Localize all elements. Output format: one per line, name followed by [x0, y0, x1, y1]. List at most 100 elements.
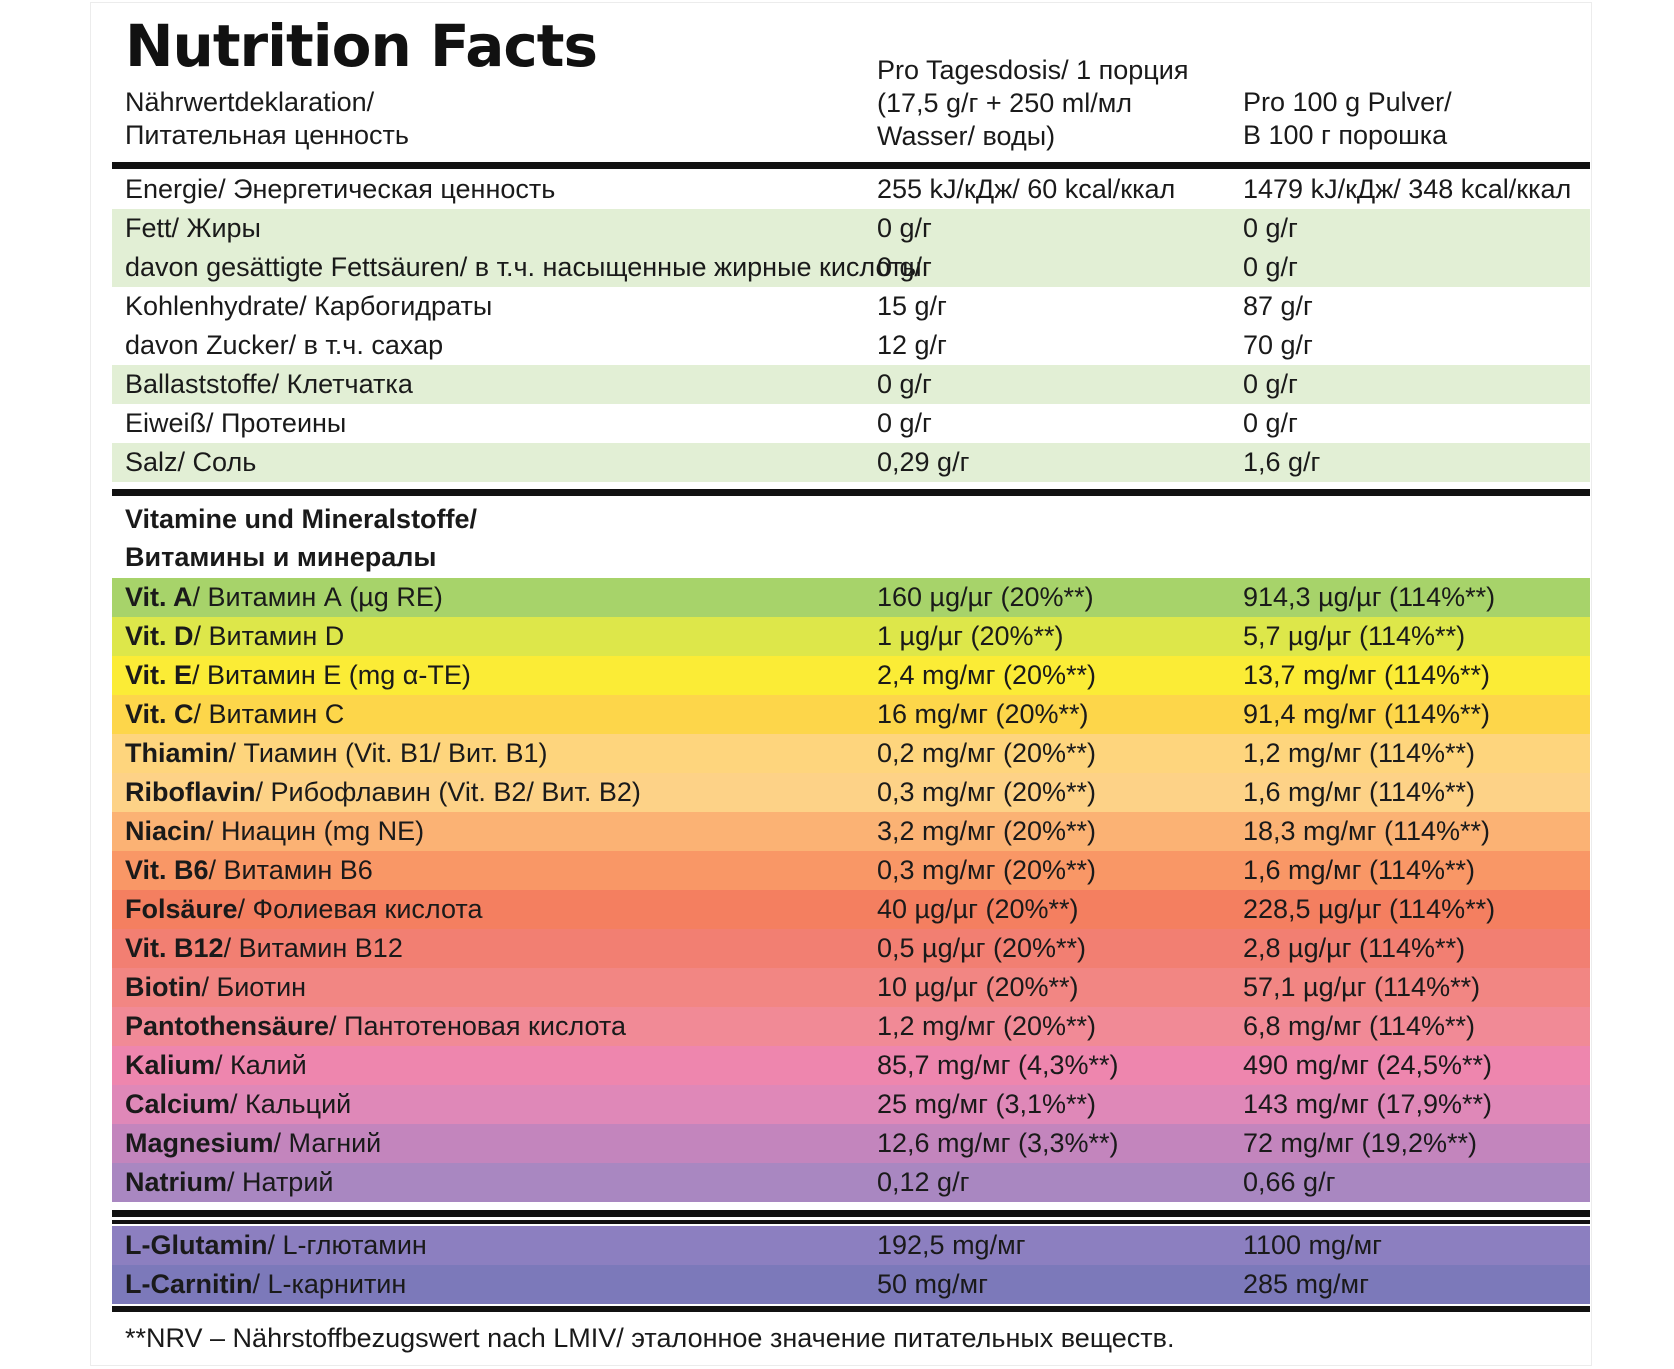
nutrient-label: Vit. B12/ Витамин В12 — [125, 929, 403, 968]
nutrient-name-translation: / Натрий — [227, 1167, 334, 1197]
footnote: **NRV – Nährstoffbezugswert nach LMIV/ э… — [125, 1323, 1175, 1353]
nutrient-per-serving: 25 mg/мг (3,1%**) — [877, 1089, 1096, 1119]
nutrient-per-100g: 285 mg/мг — [1243, 1269, 1369, 1299]
table-row: L-Carnitin/ L-карнитин 50 mg/мг 285 mg/мг — [112, 1265, 1590, 1304]
nutrient-per-serving: 0 g/г — [877, 252, 932, 282]
nutrient-per-100g: 0 g/г — [1243, 369, 1298, 399]
nutrient-name-translation: / Рибофлавин (Vit. B2/ Вит. B2) — [255, 777, 641, 807]
table-row-carbohydrates: Kohlenhydrate/ Карбогидраты 15 g/г 87 g/… — [112, 287, 1590, 326]
header-label-line1: Nährwertdeklaration/ — [125, 87, 375, 117]
nutrient-per-serving: 1,2 mg/мг (20%**) — [877, 1011, 1096, 1041]
table-row-energy: Energie/ Энергетическая ценность 255 kJ/… — [112, 170, 1590, 209]
nutrient-label: Vit. E/ Витамин Е (mg α-TE) — [125, 656, 471, 695]
nutrient-per-serving: 15 g/г — [877, 291, 947, 321]
nutrient-name-translation: / Калий — [215, 1050, 307, 1080]
nutrient-per-serving: 0,2 mg/мг (20%**) — [877, 738, 1096, 768]
nutrient-label: Vit. C/ Витамин С — [125, 695, 344, 734]
table-row: Kalium/ Калий 85,7 mg/мг (4,3%**) 490 mg/м… — [112, 1046, 1590, 1085]
nutrient-name-bold: L-Glutamin — [125, 1230, 268, 1260]
nutrient-per-serving: 0,5 µg/µг (20%**) — [877, 933, 1087, 963]
nutrient-per-serving: 0 g/г — [877, 369, 932, 399]
nutrient-label: Energie/ Энергетическая ценность — [125, 174, 556, 204]
table-row: Riboflavin/ Рибофлавин (Vit. B2/ Вит. B2… — [112, 773, 1590, 812]
nutrient-name-bold: Calcium — [125, 1089, 231, 1119]
nutrient-per-100g: 1,2 mg/мг (114%**) — [1243, 738, 1476, 768]
header-per-serving: Pro Tagesdosis/ 1 порция (17,5 g/г + 250… — [877, 54, 1188, 153]
nutrient-name-bold: Vit. B12 — [125, 933, 224, 963]
table-row-salt: Salz/ Соль 0,29 g/г 1,6 g/г — [112, 443, 1590, 482]
nutrient-per-100g: 1,6 g/г — [1243, 447, 1321, 477]
divider-rule — [112, 1210, 1590, 1217]
nutrient-per-100g: 914,3 µg/µг (114%**) — [1243, 582, 1496, 612]
nutrient-label: Folsäure/ Фолиевая кислота — [125, 890, 483, 929]
nutrient-per-serving: 3,2 mg/мг (20%**) — [877, 816, 1096, 846]
table-row: Magnesium/ Магний 12,6 mg/мг (3,3%**) 72 m… — [112, 1124, 1590, 1163]
nutrient-per-100g: 490 mg/мг (24,5%**) — [1243, 1050, 1493, 1080]
nutrient-per-serving: 50 mg/мг — [877, 1269, 988, 1299]
nutrient-label: Thiamin/ Тиамин (Vit. B1/ Вит. B1) — [125, 734, 548, 773]
nutrient-label: Ballaststoffe/ Клетчатка — [125, 369, 413, 399]
nutrient-per-100g: 18,3 mg/мг (114%**) — [1243, 816, 1491, 846]
nutrient-per-100g: 1,6 mg/мг (114%**) — [1243, 777, 1476, 807]
nutrient-label: Vit. D/ Витамин D — [125, 617, 344, 656]
table-row: Natrium/ Натрий 0,12 g/г 0,66 g/г — [112, 1163, 1590, 1202]
table-row: Folsäure/ Фолиевая кислота 40 µg/µг (20%*… — [112, 890, 1590, 929]
table-row: Vit. B12/ Витамин В12 0,5 µg/µг (20%**) 2,… — [112, 929, 1590, 968]
divider-rule — [112, 489, 1590, 496]
nutrient-per-serving: 192,5 mg/мг — [877, 1230, 1026, 1260]
nutrient-name-translation: / Витамин Е (mg α-TE) — [192, 660, 471, 690]
header-per-serving-line3: Wasser/ воды) — [877, 121, 1056, 151]
nutrient-name-translation: / Биотин — [201, 972, 307, 1002]
nutrient-name-translation: / Витамин С — [193, 699, 345, 729]
nutrient-label: Calcium/ Кальций — [125, 1085, 351, 1124]
divider-rule-thin — [112, 1220, 1590, 1224]
table-row: Niacin/ Ниацин (mg NE) 3,2 mg/мг (20%**) 1… — [112, 812, 1590, 851]
nutrient-per-100g: 228,5 µg/µг (114%**) — [1243, 894, 1496, 924]
nutrient-name-bold: Pantothensäure — [125, 1011, 330, 1041]
header-label: Nährwertdeklaration/ Питательная ценност… — [125, 86, 409, 152]
vitamins-title-line2: Витамины и минералы — [125, 542, 437, 572]
nutrient-name-bold: Vit. D — [125, 621, 194, 651]
nutrient-per-serving: 10 µg/µг (20%**) — [877, 972, 1079, 1002]
nutrient-label: Kohlenhydrate/ Карбогидраты — [125, 291, 493, 321]
nutrient-name-translation: / Витамин А (µg RE) — [192, 582, 443, 612]
nutrient-label: Natrium/ Натрий — [125, 1163, 334, 1202]
nutrient-name-translation: / Фолиевая кислота — [237, 894, 483, 924]
nutrient-per-100g: 70 g/г — [1243, 330, 1313, 360]
nutrient-label: Vit. A/ Витамин А (µg RE) — [125, 578, 443, 617]
nutrient-name-translation: / Витамин D — [193, 621, 345, 651]
table-row-fiber: Ballaststoffe/ Клетчатка 0 g/г 0 g/г — [112, 365, 1590, 404]
nutrient-per-100g: 6,8 mg/мг (114%**) — [1243, 1011, 1476, 1041]
nutrient-per-100g: 143 mg/мг (17,9%**) — [1243, 1089, 1493, 1119]
nutrient-per-serving: 0,3 mg/мг (20%**) — [877, 777, 1096, 807]
nutrient-label: Vit. B6/ Витамин В6 — [125, 851, 373, 890]
table-row-saturated-fat: davon gesättigte Fettsäuren/ в т.ч. насы… — [112, 248, 1590, 287]
header-per-100g-line1: Pro 100 g Pulver/ — [1243, 87, 1452, 117]
nutrient-per-100g: 1100 mg/мг — [1243, 1230, 1382, 1260]
nutrient-per-serving: 0 g/г — [877, 408, 932, 438]
nutrient-per-100g: 0 g/г — [1243, 408, 1298, 438]
vitamins-section-title: Vitamine und Mineralstoffe/ Витамины и м… — [125, 500, 477, 576]
nutrient-label: davon gesättigte Fettsäuren/ в т.ч. насы… — [125, 252, 922, 282]
table-row: Biotin/ Биотин 10 µg/µг (20%**) 57,1 µg/µг… — [112, 968, 1590, 1007]
nutrient-name-bold: Vit. B6 — [125, 855, 209, 885]
nutrient-per-100g: 0 g/г — [1243, 213, 1298, 243]
table-row: Calcium/ Кальций 25 mg/мг (3,1%**) 143 mg/… — [112, 1085, 1590, 1124]
nutrient-per-100g: 91,4 mg/мг (114%**) — [1243, 699, 1491, 729]
table-row: Vit. D/ Витамин D 1 µg/µг (20%**) 5,7 µg/µ… — [112, 617, 1590, 656]
divider-rule — [112, 162, 1590, 169]
nutrient-per-100g: 72 mg/мг (19,2%**) — [1243, 1128, 1478, 1158]
nutrient-per-100g: 0 g/г — [1243, 252, 1298, 282]
nutrient-label: Salz/ Соль — [125, 447, 257, 477]
nutrient-per-100g: 0,66 g/г — [1243, 1167, 1336, 1197]
nutrient-name-translation: / Пантотеновая кислота — [329, 1011, 627, 1041]
nutrient-name-translation: / Кальций — [230, 1089, 352, 1119]
nutrient-per-serving: 0,3 mg/мг (20%**) — [877, 855, 1096, 885]
nutrient-name-bold: Folsäure — [125, 894, 238, 924]
header-per-serving-line1: Pro Tagesdosis/ 1 порция — [877, 55, 1189, 85]
nutrient-label: Eiweiß/ Протеины — [125, 408, 347, 438]
table-row: L-Glutamin/ L-глютамин 192,5 mg/мг 1100 mg… — [112, 1226, 1590, 1265]
nutrient-label: Kalium/ Калий — [125, 1046, 307, 1085]
nutrient-name-bold: Vit. E — [125, 660, 193, 690]
table-row: Vit. B6/ Витамин В6 0,3 mg/мг (20%**) 1,6 … — [112, 851, 1590, 890]
